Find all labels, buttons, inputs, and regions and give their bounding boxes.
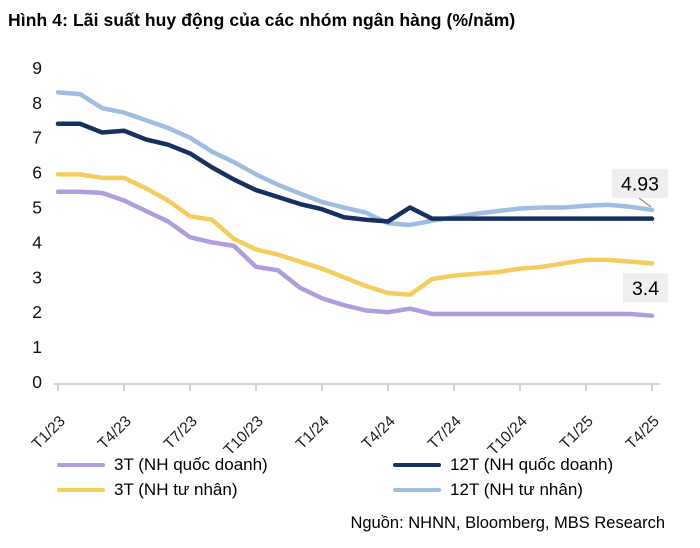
svg-text:2: 2: [32, 302, 42, 322]
svg-text:7: 7: [32, 128, 42, 148]
svg-text:4.93: 4.93: [621, 173, 659, 195]
svg-text:T7/23: T7/23: [161, 413, 201, 453]
svg-text:T1/24: T1/24: [293, 413, 333, 453]
line-chart: 0 1 2 3 4 5 6 7 8 9 T1/23 T4/23 T7/23 T10/23 T1/24 T4/2…: [29, 58, 668, 453]
legend-item: 3T (NH tư nhân): [57, 480, 393, 499]
svg-text:0: 0: [32, 372, 42, 392]
svg-text:T4/23: T4/23: [95, 413, 135, 453]
legend-swatch-3t-quoc-doanh: [57, 462, 105, 468]
svg-text:4: 4: [32, 232, 42, 252]
svg-text:T1/25: T1/25: [557, 413, 597, 453]
legend-item: 12T (NH quốc doanh): [393, 455, 614, 474]
svg-text:3.4: 3.4: [632, 278, 659, 300]
svg-text:9: 9: [32, 58, 42, 78]
legend-label: 12T (NH tư nhân): [450, 480, 583, 499]
legend-item: 3T (NH quốc doanh): [57, 455, 393, 474]
legend-item: 12T (NH tư nhân): [393, 480, 613, 499]
legend-label: 12T (NH quốc doanh): [450, 455, 614, 474]
chart-title: Hình 4: Lãi suất huy động của các nhóm n…: [8, 10, 516, 30]
source-note: Nguồn: NHNN, Bloomberg, MBS Research: [350, 514, 665, 532]
svg-text:5: 5: [32, 198, 42, 218]
svg-text:T7/24: T7/24: [425, 413, 465, 453]
svg-text:T1/23: T1/23: [29, 413, 69, 453]
svg-text:T4/25: T4/25: [623, 413, 663, 453]
svg-text:6: 6: [32, 163, 42, 183]
legend-swatch-12t-tu-nhan: [393, 487, 441, 493]
legend-swatch-3t-tu-nhan: [57, 487, 105, 493]
svg-text:T4/24: T4/24: [359, 413, 399, 453]
legend-swatch-12t-quoc-doanh: [393, 462, 441, 468]
chart-legend: 3T (NH quốc doanh) 3T (NH tư nhân) 12T (…: [57, 455, 614, 499]
svg-text:3: 3: [32, 267, 42, 287]
legend-label: 3T (NH quốc doanh): [114, 455, 268, 474]
svg-text:8: 8: [32, 93, 42, 113]
svg-text:T10/24: T10/24: [485, 413, 531, 453]
svg-text:1: 1: [32, 337, 42, 357]
legend-label: 3T (NH tư nhân): [114, 480, 238, 499]
svg-text:T10/23: T10/23: [221, 413, 267, 453]
